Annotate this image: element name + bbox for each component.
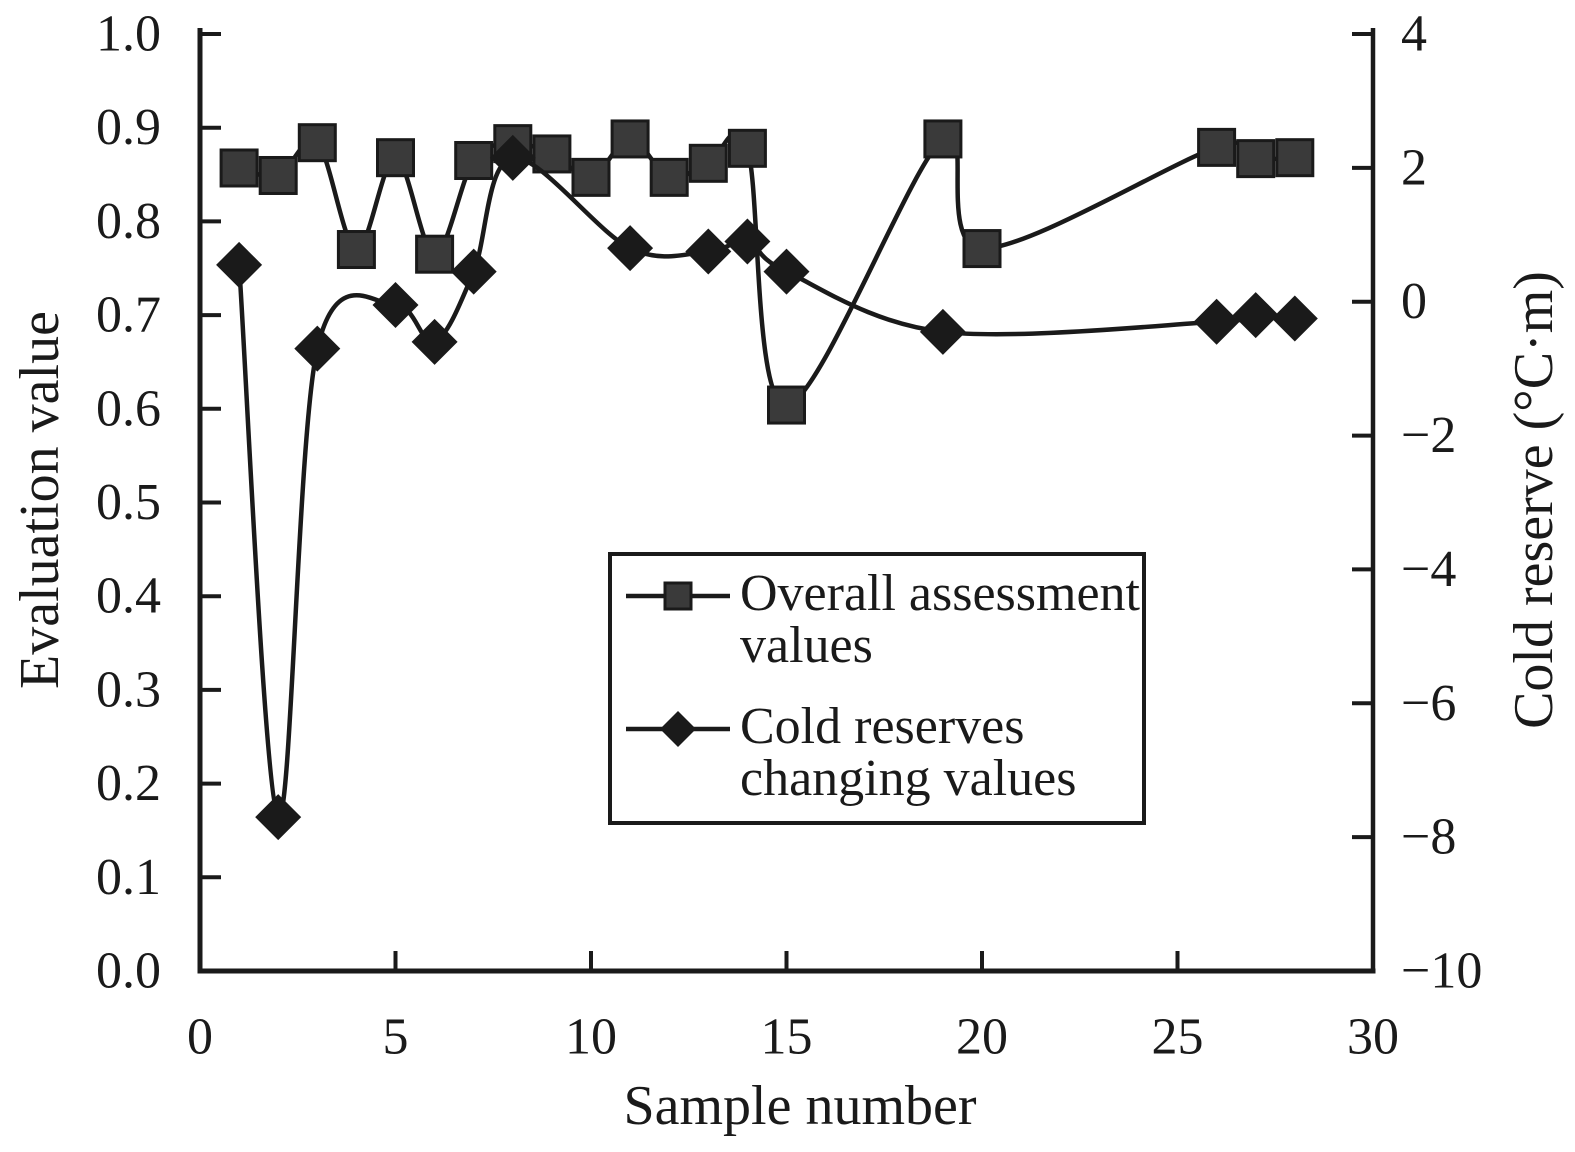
diamond-marker — [372, 282, 419, 329]
legend-entry-cold-reserves: Cold reserves changing values — [626, 701, 1142, 805]
square-marker — [454, 140, 494, 180]
y-left-tick-label: 0.0 — [96, 943, 161, 1000]
y-right-tick-label: −8 — [1401, 809, 1456, 866]
right-axis-title: Cold reserve (°C·m) — [1503, 271, 1565, 729]
diamond-marker — [919, 308, 966, 355]
legend-label-cold-reserves: Cold reserves changing values — [740, 698, 1077, 807]
square-marker — [962, 229, 1002, 269]
square-marker — [415, 234, 455, 274]
y-left-tick-label: 0.5 — [96, 474, 161, 531]
x-tick-label: 10 — [565, 1009, 617, 1066]
x-tick-label: 20 — [956, 1009, 1008, 1066]
square-marker — [1275, 138, 1315, 178]
diamond-marker — [411, 318, 458, 365]
diamond-marker — [724, 218, 771, 265]
y-left-tick-label: 0.8 — [96, 193, 161, 250]
x-tick-label: 25 — [1152, 1009, 1204, 1066]
y-left-tick-label: 0.1 — [96, 849, 161, 906]
square-marker — [376, 138, 415, 178]
diamond-marker — [685, 228, 732, 275]
x-tick-label: 30 — [1347, 1009, 1399, 1066]
y-right-tick-label: −10 — [1401, 943, 1482, 1000]
square-series-legend-icon — [626, 581, 730, 611]
y-left-tick-label: 0.4 — [96, 568, 161, 625]
y-right-tick-label: 4 — [1401, 6, 1427, 63]
diamond-marker — [294, 325, 341, 372]
diamond-marker — [255, 794, 302, 841]
diamond-marker — [1271, 295, 1318, 342]
y-left-tick-label: 0.6 — [96, 380, 161, 437]
square-marker — [688, 143, 728, 183]
square-marker — [336, 230, 376, 270]
x-tick-label: 15 — [761, 1009, 813, 1066]
legend-label-overall: Overall assessment values — [740, 565, 1141, 674]
diamond-marker — [763, 248, 810, 295]
square-marker — [767, 385, 806, 425]
y-left-tick-label: 0.3 — [96, 661, 161, 718]
square-marker — [727, 128, 767, 168]
diamond-marker — [1232, 292, 1279, 339]
diamond-marker-icon — [660, 711, 696, 747]
legend-entry-overall: Overall assessment values — [626, 568, 1142, 672]
square-marker — [610, 119, 650, 159]
y-right-tick-label: −6 — [1401, 675, 1456, 732]
y-right-tick-label: −4 — [1401, 541, 1456, 598]
diamond-marker — [1193, 298, 1240, 345]
square-marker — [923, 119, 963, 159]
diamond-marker — [489, 134, 536, 181]
square-marker — [258, 155, 298, 195]
square-marker — [649, 157, 689, 197]
y-left-tick-label: 0.2 — [96, 755, 161, 812]
legend: Overall assessment values Cold reserves … — [608, 552, 1146, 825]
diamond-series-legend-icon — [626, 711, 730, 747]
y-right-tick-label: −2 — [1401, 407, 1456, 464]
x-tick-label: 0 — [187, 1009, 213, 1066]
x-axis-title: Sample number — [623, 1075, 977, 1137]
square-marker — [219, 148, 259, 188]
diamond-marker — [216, 241, 263, 288]
y-left-tick-label: 0.7 — [96, 287, 161, 344]
y-right-tick-label: 0 — [1401, 273, 1427, 330]
y-right-tick-label: 2 — [1401, 139, 1427, 196]
square-marker — [1236, 139, 1276, 179]
square-marker-icon — [663, 581, 693, 611]
y-left-tick-label: 1.0 — [96, 6, 161, 63]
x-tick-label: 5 — [383, 1009, 409, 1066]
y-left-tick-label: 0.9 — [96, 99, 161, 156]
square-marker — [532, 134, 572, 174]
diamond-marker — [450, 248, 497, 295]
square-marker — [1197, 127, 1237, 167]
diamond-marker — [607, 225, 654, 272]
square-marker — [297, 123, 337, 163]
square-marker — [571, 157, 611, 197]
left-axis-title: Evaluation value — [9, 311, 71, 689]
